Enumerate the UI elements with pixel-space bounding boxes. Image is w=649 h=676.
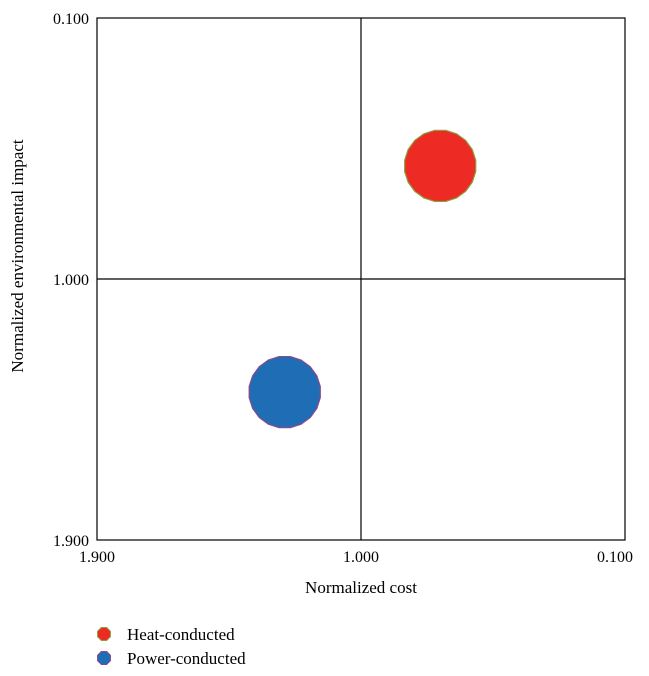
y-tick-label: 1.900 (53, 533, 89, 550)
legend: Heat-conducted Power-conducted (97, 625, 246, 668)
data-point-power-conducted (248, 355, 321, 429)
legend-label-heat-conducted: Heat-conducted (127, 625, 235, 644)
y-axis-title: Normalized environmental impact (8, 139, 27, 372)
legend-label-power-conducted: Power-conducted (127, 649, 246, 668)
data-points (248, 129, 477, 429)
y-tick-label: 0.100 (53, 11, 89, 28)
x-tick-label: 1.900 (79, 549, 115, 566)
legend-marker-power-conducted (97, 651, 111, 665)
x-tick-label: 1.000 (343, 549, 379, 566)
x-axis-title: Normalized cost (305, 578, 417, 597)
legend-marker-heat-conducted (97, 627, 111, 641)
x-tick-label: 0.100 (597, 549, 633, 566)
y-tick-label: 1.000 (53, 272, 89, 289)
data-point-heat-conducted (404, 129, 477, 203)
